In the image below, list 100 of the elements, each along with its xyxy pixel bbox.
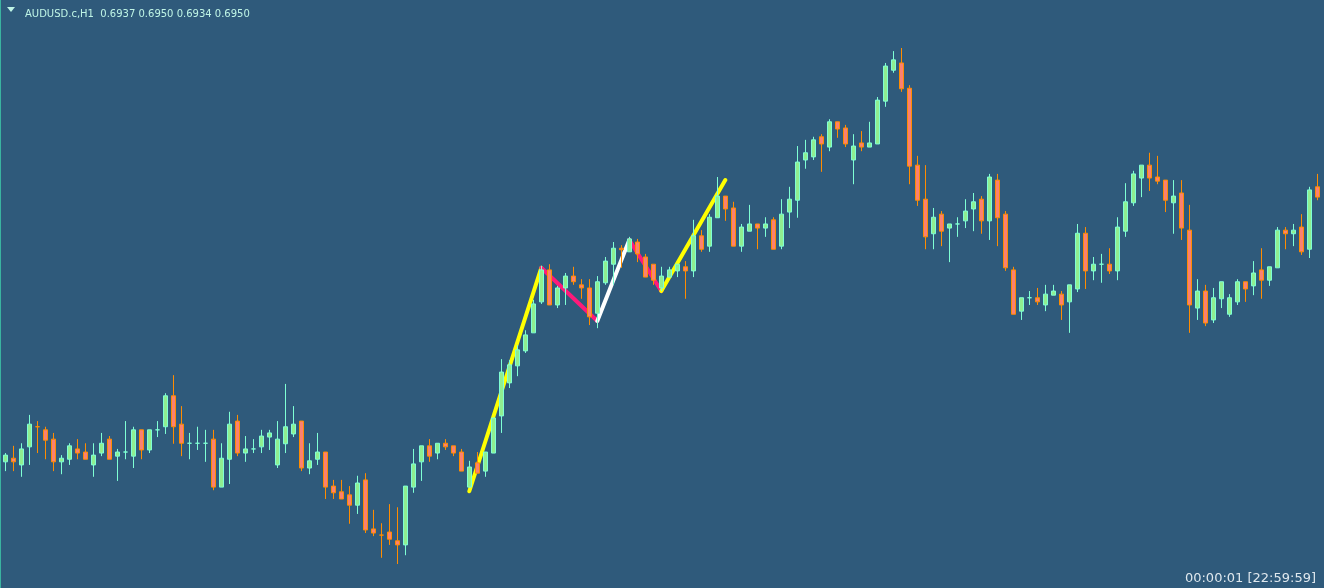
candlestick	[1011, 266, 1016, 315]
candlestick	[675, 263, 680, 278]
candlestick	[1187, 204, 1192, 334]
candlestick	[851, 133, 856, 185]
candlestick	[603, 256, 608, 286]
candlestick	[1307, 186, 1312, 259]
candlestick	[443, 438, 448, 451]
candlestick	[803, 139, 808, 170]
candlestick	[547, 263, 552, 306]
candlestick	[867, 121, 872, 148]
candlestick	[35, 420, 40, 454]
candlestick	[395, 506, 400, 565]
candlestick	[195, 426, 200, 451]
candlestick	[1299, 213, 1304, 256]
candlestick	[915, 155, 920, 207]
chart-title: AUDUSD.c,H1 0.6937 0.6950 0.6934 0.6950	[25, 7, 250, 19]
candlestick	[403, 485, 408, 556]
candlestick	[531, 299, 536, 334]
candlestick	[283, 383, 288, 454]
candlestick	[339, 479, 344, 500]
candlestick	[1195, 278, 1200, 321]
candlestick	[835, 121, 840, 139]
candlestick	[467, 460, 472, 488]
candlestick	[995, 173, 1000, 247]
candlestick	[795, 145, 800, 219]
candlestick	[875, 96, 880, 145]
candlestick	[563, 272, 568, 306]
candlestick	[387, 503, 392, 546]
candlestick	[715, 176, 720, 219]
candlestick	[507, 359, 512, 389]
candlestick	[1203, 284, 1208, 327]
candlestick	[1003, 210, 1008, 272]
candlestick	[1291, 223, 1296, 247]
candlestick	[307, 442, 312, 475]
candlestick	[747, 204, 752, 232]
candlestick	[323, 451, 328, 500]
candlestick	[91, 442, 96, 478]
candlestick	[171, 374, 176, 445]
candlestick	[459, 448, 464, 472]
candlestick	[787, 186, 792, 229]
candlestick	[331, 479, 336, 500]
candlestick	[771, 216, 776, 250]
candlestick	[1179, 179, 1184, 241]
candlestick	[499, 358, 504, 434]
candlestick	[1019, 297, 1024, 321]
candlestick	[3, 452, 8, 472]
candlestick	[1131, 170, 1136, 207]
candlestick	[1211, 287, 1216, 324]
candlestick	[275, 420, 280, 469]
candlestick	[1243, 281, 1248, 303]
candlestick	[1035, 287, 1040, 306]
text: 00:00:01 [22:59:59]	[1184, 570, 1317, 585]
candlestick	[227, 411, 232, 485]
candlestick	[723, 195, 728, 222]
candlestick	[971, 192, 976, 232]
candlestick	[419, 445, 424, 482]
candlestick	[131, 426, 136, 469]
candlestick	[19, 442, 24, 478]
candlestick	[355, 475, 360, 515]
candlestick	[1051, 284, 1056, 296]
candlestick	[811, 136, 816, 161]
candlestick	[1275, 226, 1280, 269]
candlestick	[1219, 281, 1224, 309]
candlestick	[1171, 179, 1176, 235]
candlestick	[1155, 155, 1160, 185]
candlestick	[619, 244, 624, 269]
candlestick	[363, 472, 368, 534]
candlestick	[483, 451, 488, 478]
candlestick	[379, 522, 384, 559]
candlestick	[451, 445, 456, 457]
candlestick	[939, 210, 944, 247]
candlestick	[579, 278, 584, 300]
candlestick	[731, 201, 736, 247]
candlestick	[923, 164, 928, 250]
candlestick	[267, 429, 272, 451]
candlestick	[1027, 290, 1032, 306]
candlestick	[739, 223, 744, 253]
candlestick	[859, 130, 864, 152]
candlestick	[243, 435, 248, 463]
candlestick	[635, 238, 640, 263]
candlestick	[827, 118, 832, 152]
candlestick	[907, 84, 912, 185]
candlestick	[659, 266, 664, 292]
candlestick	[123, 420, 128, 460]
candlestick	[115, 448, 120, 482]
candlestick	[435, 442, 440, 460]
candlestick	[1083, 226, 1088, 290]
candlestick	[203, 429, 208, 463]
candlestick	[1267, 266, 1272, 287]
candlestick	[147, 429, 152, 454]
candlestick	[411, 448, 416, 494]
candlestick	[179, 405, 184, 457]
candlestick	[1107, 247, 1112, 275]
candlestick	[987, 173, 992, 241]
candlestick	[251, 438, 256, 454]
candlestick	[1099, 253, 1104, 284]
candlestick	[891, 50, 896, 74]
candlestick	[219, 442, 224, 488]
candlestick	[315, 432, 320, 466]
candlestick	[1123, 182, 1128, 238]
